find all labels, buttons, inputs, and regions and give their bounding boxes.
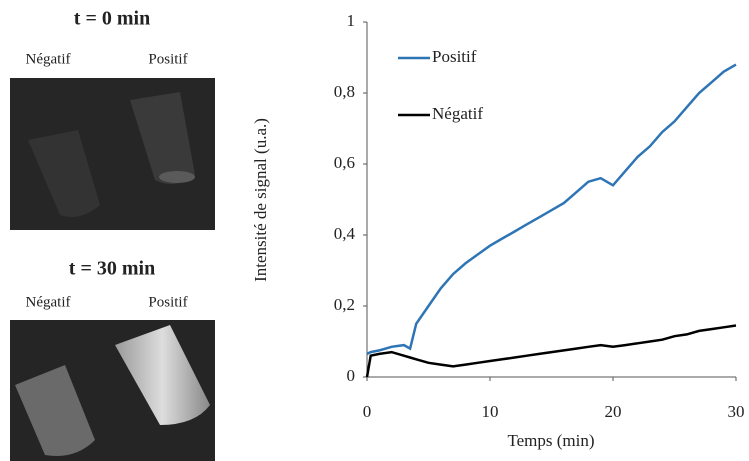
panel-label: Positif xyxy=(148,294,187,310)
photo xyxy=(10,320,215,461)
legend-label: Positif xyxy=(432,47,477,66)
x-tick-label: 20 xyxy=(605,402,622,421)
legend-label: Négatif xyxy=(432,104,483,123)
panel-label: Négatif xyxy=(26,51,71,67)
x-tick-label: 30 xyxy=(728,402,745,421)
panel-title: t = 0 min xyxy=(74,8,150,30)
data-line xyxy=(365,324,737,378)
data-line xyxy=(366,63,737,356)
x-axis-label: Temps (min) xyxy=(507,431,594,450)
y-tick-label: 0,2 xyxy=(334,295,355,314)
y-tick-label: 0,8 xyxy=(334,82,355,101)
photo xyxy=(10,78,215,230)
y-tick-label: 0 xyxy=(347,366,356,385)
y-tick-label: 0,4 xyxy=(334,224,356,243)
panel-title: t = 30 min xyxy=(69,258,155,280)
y-axis-label: Intensité de signal (u.a.) xyxy=(251,118,270,282)
x-tick-label: 10 xyxy=(482,402,499,421)
panel-label: Positif xyxy=(148,51,187,67)
y-tick-label: 1 xyxy=(347,11,356,30)
panel-label: Négatif xyxy=(26,294,71,310)
y-tick-label: 0,6 xyxy=(334,153,355,172)
x-tick-label: 0 xyxy=(363,402,372,421)
